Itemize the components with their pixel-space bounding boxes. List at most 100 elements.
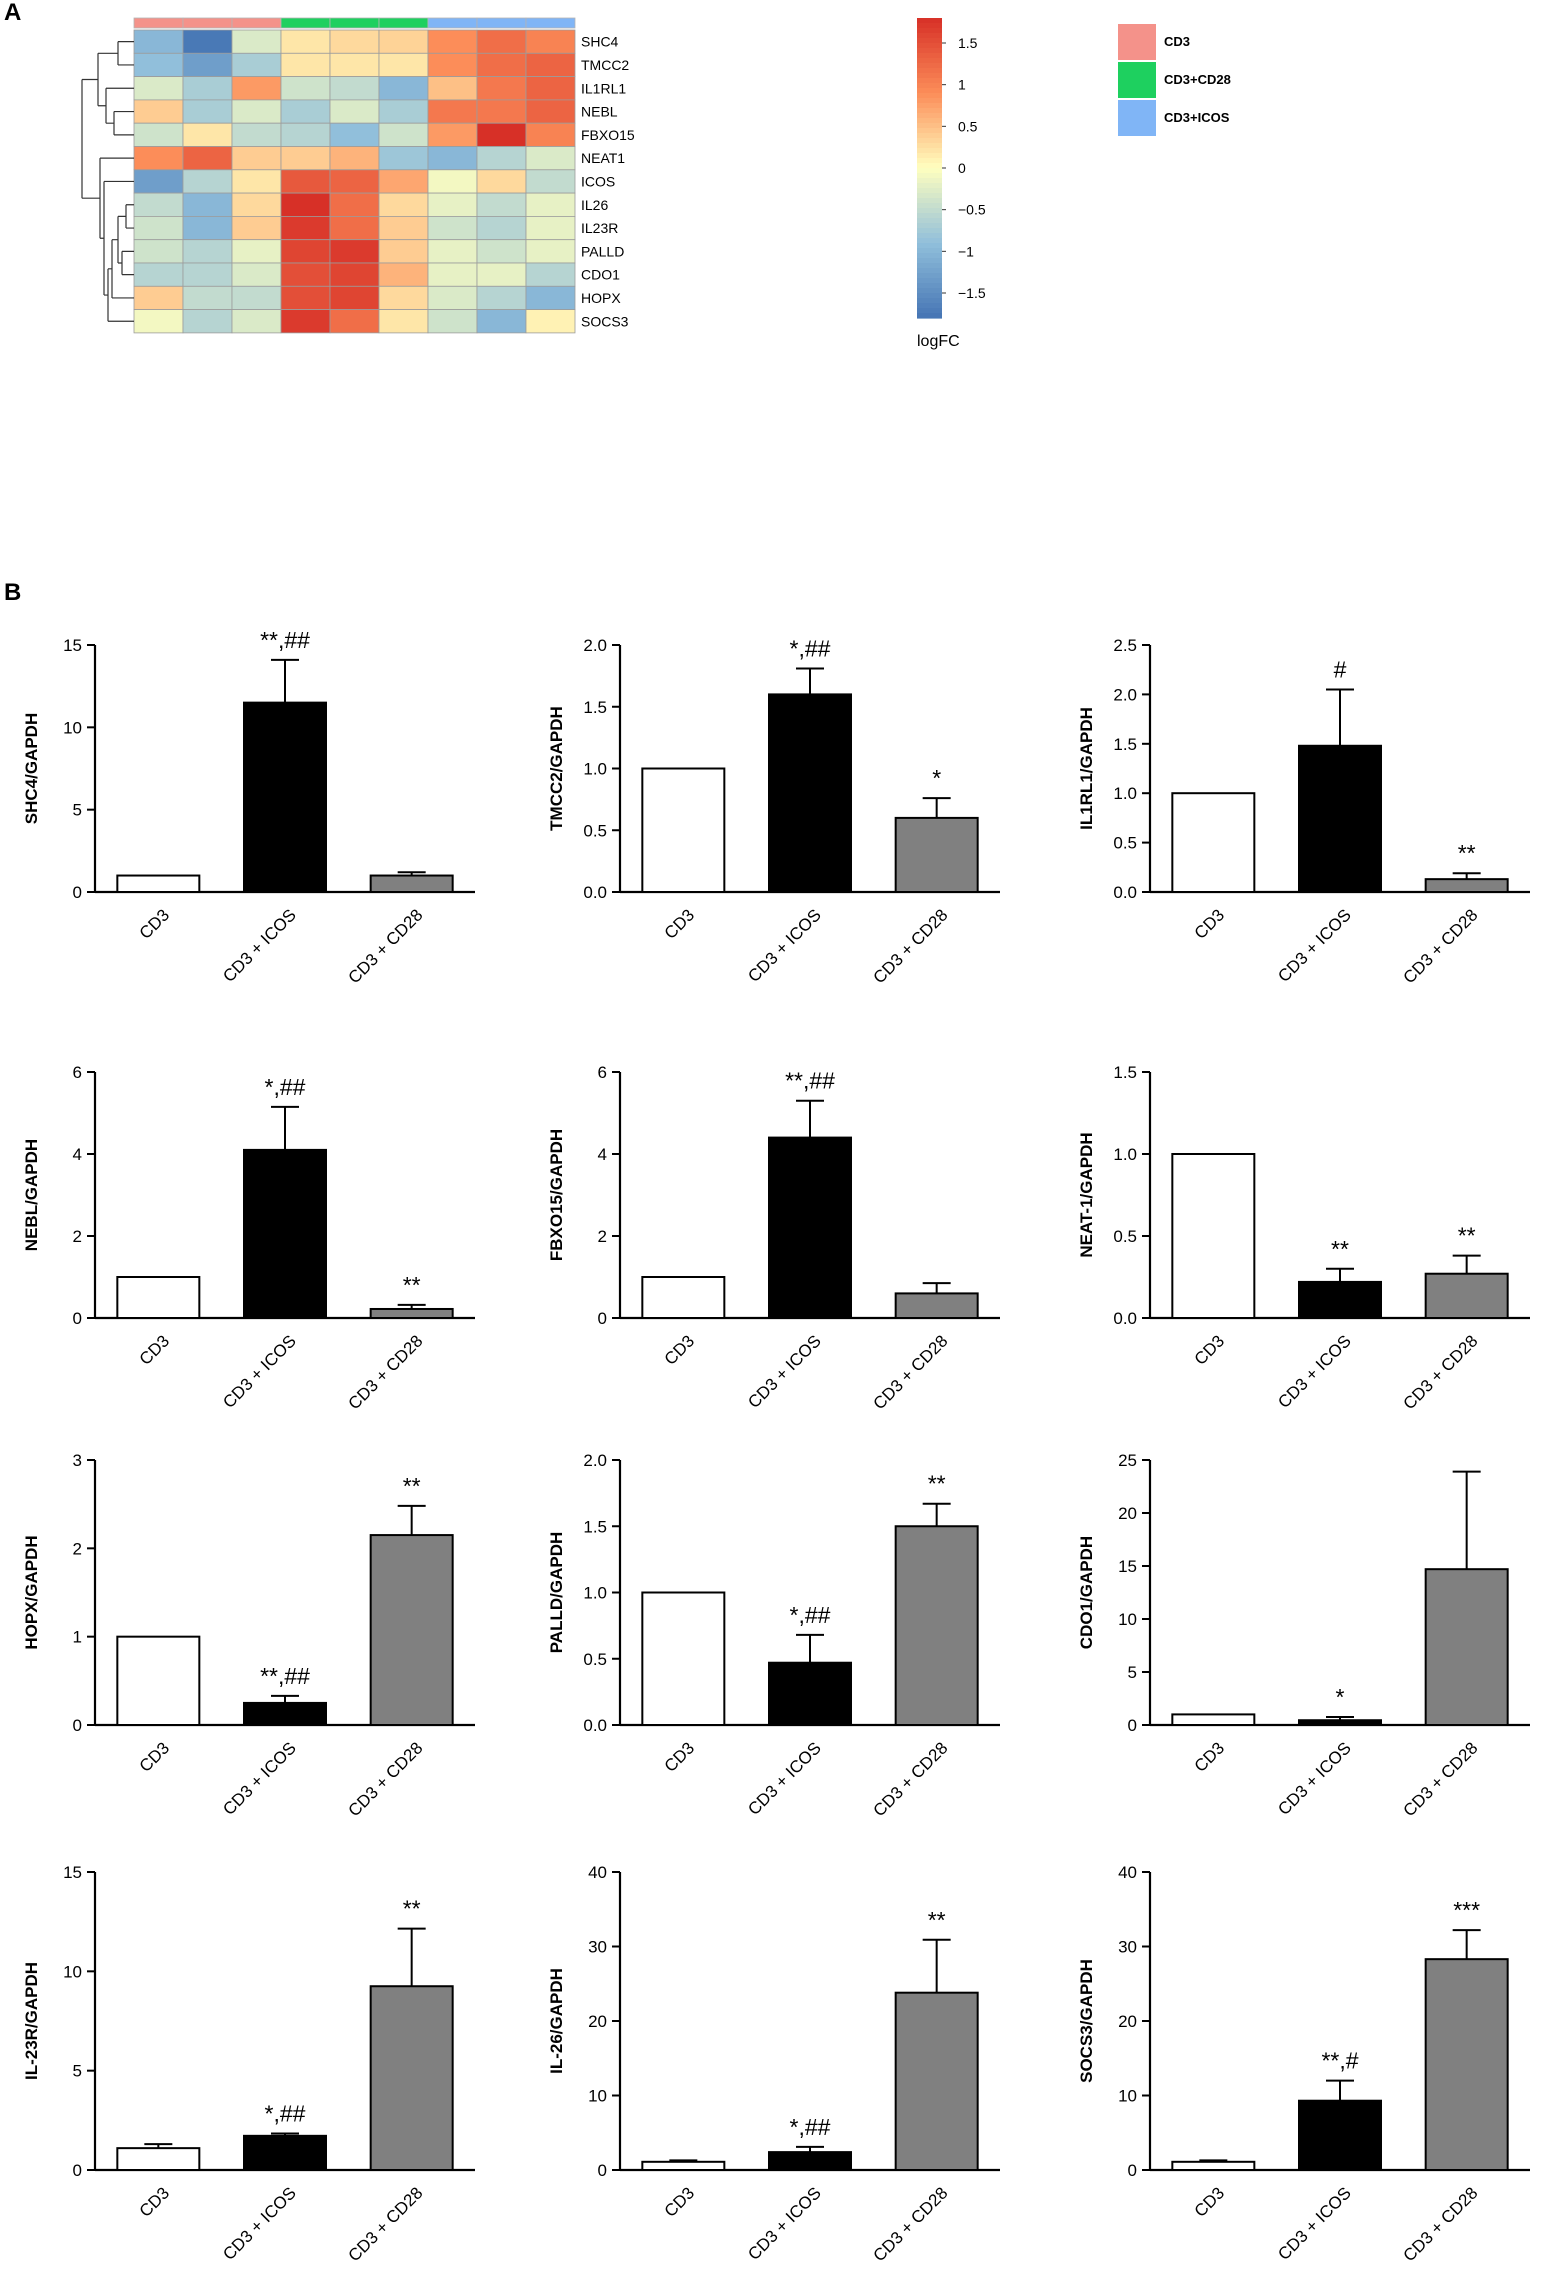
y-tick-label: 0.0 xyxy=(1113,1309,1137,1328)
heatmap-cell xyxy=(476,285,527,310)
x-tick-label: CD3 xyxy=(661,1331,698,1368)
colorbar-segment xyxy=(917,163,942,169)
bar-chart-il26: 0 10 20 30 40 IL-26/GAPDH CD3 *,## CD3 + ICOS ** C… xyxy=(547,1863,1000,2265)
heatmap-cell xyxy=(182,146,233,171)
colorbar-segment xyxy=(917,113,942,119)
heatmap-cell xyxy=(378,99,429,124)
heatmap-cell xyxy=(476,239,527,264)
significance-label: *,## xyxy=(790,1602,831,1628)
x-tick-label: CD3 + CD28 xyxy=(1400,2183,1482,2265)
heatmap-cell xyxy=(476,122,527,147)
bar xyxy=(116,1635,201,1726)
heatmap-row-label: HOPX xyxy=(581,290,621,306)
bar xyxy=(894,1991,979,2171)
significance-label: ** xyxy=(1458,840,1476,866)
x-tick-label: CD3 + ICOS xyxy=(1274,2183,1355,2264)
heatmap-cell xyxy=(280,309,331,334)
colorbar-segment xyxy=(917,143,942,149)
colorbar-segment xyxy=(917,208,942,214)
colorbar-segment xyxy=(917,258,942,264)
colorbar-segment xyxy=(917,18,942,24)
y-tick-label: 2.0 xyxy=(583,1451,607,1470)
significance-label: **,## xyxy=(260,627,310,653)
heatmap-cell xyxy=(280,285,331,310)
bar-chart-hopx: 0 1 2 3 HOPX/GAPDH CD3 **,## CD3 + ICOS ** CD3 + … xyxy=(22,1451,475,1820)
group-band-cell xyxy=(231,17,282,29)
y-tick-label: 6 xyxy=(73,1063,82,1082)
y-tick-label: 0.5 xyxy=(583,1650,607,1669)
heatmap-cell xyxy=(182,52,233,77)
bar xyxy=(243,1148,327,1320)
heatmap-cell xyxy=(525,215,576,241)
y-tick-label: 20 xyxy=(1118,2012,1137,2031)
heatmap-cell xyxy=(329,239,380,264)
heatmap-cell xyxy=(182,262,233,287)
heatmap-row-label: SOCS3 xyxy=(581,313,629,329)
bar xyxy=(1298,1719,1382,1726)
significance-label: *,## xyxy=(265,1074,306,1100)
y-tick-label: 2 xyxy=(73,1227,82,1246)
y-tick-label: 1.5 xyxy=(1113,735,1137,754)
y-tick-label: 0.5 xyxy=(583,821,607,840)
y-tick-label: 10 xyxy=(1118,2087,1137,2106)
colorbar-segment xyxy=(917,263,942,269)
heatmap-cell xyxy=(378,146,429,171)
y-tick-label: 0 xyxy=(598,1309,607,1328)
heatmap-cell xyxy=(476,29,527,54)
bar xyxy=(894,1525,979,1726)
x-tick-label: CD3 xyxy=(136,905,173,942)
y-tick-label: 10 xyxy=(588,2087,607,2106)
bar xyxy=(1171,2160,1256,2171)
y-axis-label: IL-23R/GAPDH xyxy=(22,1962,41,2080)
bar xyxy=(1298,744,1382,893)
x-tick-label: CD3 + ICOS xyxy=(1274,1331,1355,1412)
bar-chart-nebl: 0 2 4 6 NEBL/GAPDH CD3 *,## CD3 + ICOS ** CD3 + C… xyxy=(22,1063,475,1413)
significance-label: ** xyxy=(1331,1236,1349,1262)
heatmap-cell xyxy=(231,52,282,77)
bar xyxy=(1298,1280,1382,1320)
heatmap-cell xyxy=(476,262,527,287)
bar xyxy=(369,1534,454,1727)
significance-label: **,## xyxy=(260,1663,310,1689)
y-tick-label: 5 xyxy=(73,801,82,820)
group-band-cell xyxy=(427,17,478,29)
bar xyxy=(1298,2099,1382,2172)
colorbar-tick-label: 0 xyxy=(958,160,966,176)
bar xyxy=(243,2134,327,2172)
x-tick-label: CD3 + CD28 xyxy=(1400,1738,1482,1820)
heatmap-cell xyxy=(329,215,380,241)
y-tick-label: 4 xyxy=(73,1145,82,1164)
y-tick-label: 0 xyxy=(73,1309,82,1328)
colorbar-segment xyxy=(917,43,942,49)
heatmap-cell xyxy=(280,192,331,217)
x-tick-label: CD3 xyxy=(1191,1738,1228,1775)
y-tick-label: 1.0 xyxy=(583,760,607,779)
colorbar-segment xyxy=(917,93,942,99)
heatmap-cell xyxy=(329,122,380,147)
heatmap-cell xyxy=(182,169,233,194)
heatmap-cell xyxy=(231,146,282,171)
x-tick-label: CD3 + ICOS xyxy=(1274,905,1355,986)
x-tick-label: CD3 + ICOS xyxy=(219,905,300,986)
bar xyxy=(243,701,327,894)
heatmap-cell xyxy=(525,309,576,334)
colorbar-segment xyxy=(917,98,942,104)
colorbar-tick-label: −1 xyxy=(958,243,974,259)
heatmap-cell xyxy=(133,169,184,194)
heatmap-panel: SHC4 TMCC2 IL1RL1 NEBL FBXO15 NEAT1 ICOS IL26 IL… xyxy=(81,17,1231,350)
x-tick-label: CD3 + CD28 xyxy=(345,1331,427,1413)
bar-chart-palld: 0.0 0.5 1.0 1.5 2.0 PALLD/GAPDH CD3 *,## CD3 + I… xyxy=(547,1451,1000,1820)
bar xyxy=(1424,878,1509,894)
colorbar-segment xyxy=(917,88,942,94)
colorbar-segment xyxy=(917,38,942,44)
colorbar-segment xyxy=(917,298,942,304)
heatmap-cell xyxy=(476,192,527,217)
significance-label: *** xyxy=(1453,1897,1480,1923)
heatmap-cell xyxy=(378,76,429,101)
bar xyxy=(1424,1568,1509,1727)
heatmap-cell xyxy=(231,215,282,241)
heatmap-cell xyxy=(378,262,429,287)
y-tick-label: 10 xyxy=(63,1962,82,1981)
